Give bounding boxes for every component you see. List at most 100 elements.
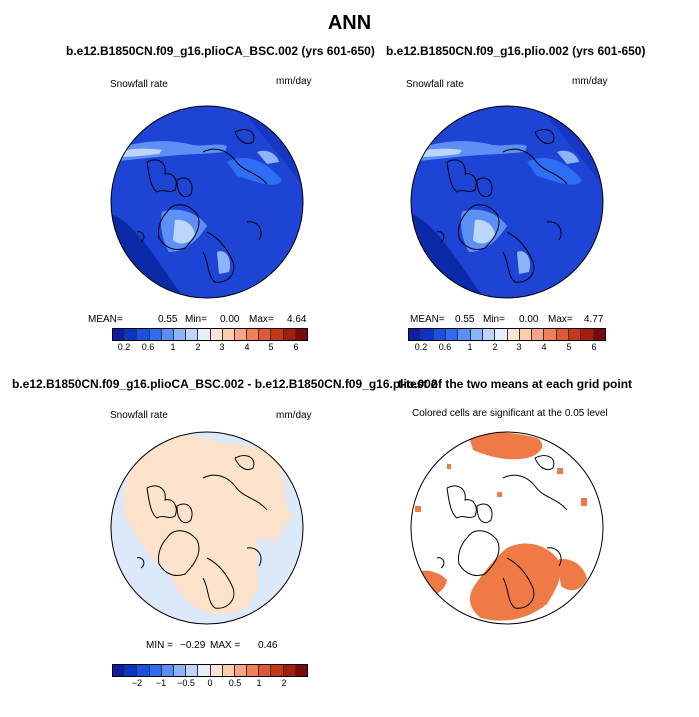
colorbar-cell [186, 329, 199, 340]
tick-label: 6 [591, 342, 597, 352]
colorbar-cell [470, 329, 483, 340]
colorbar-cell [234, 665, 248, 676]
colorbar-cell [495, 329, 508, 340]
min-label-bottom-left: MIN = [146, 640, 173, 651]
units-label-top-left: mm/day [276, 76, 312, 87]
colorbar-cell [247, 329, 260, 340]
colorbar-cell [271, 665, 284, 676]
colorbar-cell [173, 665, 187, 676]
tick-label: 3 [219, 342, 225, 352]
colorbar-cell [113, 329, 126, 340]
tick-label: −0.5 [177, 678, 195, 688]
tick-label: 0.2 [117, 342, 131, 352]
max-value-top-left: 4.64 [287, 314, 307, 325]
colorbar-cell [259, 329, 272, 340]
colorbar-cell [569, 329, 582, 340]
colorbar-cell [161, 665, 174, 676]
tick-label: 4 [541, 342, 547, 352]
variable-label-bottom-left: Snowfall rate [110, 410, 168, 421]
colorbar-cell [149, 665, 162, 676]
snowfall-map-top-right [410, 105, 604, 299]
min-label-top-left: Min= [185, 314, 207, 325]
min-value-top-left: 0.00 [220, 314, 240, 325]
tick-label: 2 [492, 342, 498, 352]
colorbar-cell [295, 665, 307, 676]
tick-label: −2 [131, 678, 143, 688]
tick-label: 0.2 [414, 342, 428, 352]
tick-label: 2 [195, 342, 201, 352]
panel-title-bottom-right: t-test of the two means at each grid poi… [398, 377, 633, 391]
mean-label-top-right: MEAN= [410, 314, 445, 325]
panel-title-bottom-left: b.e12.B1850CN.f09_g16.plioCA_BSC.002 - b… [12, 377, 438, 391]
colorbar-cell [198, 329, 211, 340]
figure-title: ANN [327, 12, 372, 34]
units-label-top-right: mm/day [572, 76, 608, 87]
colorbar-cell [593, 329, 605, 340]
colorbar-ticks-bottom-left: −2 −1 −0.5 0 0.5 1 2 [112, 678, 308, 690]
tick-label: 5 [566, 342, 572, 352]
colorbar-top-left [112, 328, 308, 341]
tick-label: 5 [268, 342, 274, 352]
colorbar-cell [125, 329, 138, 340]
tick-label: 2 [281, 678, 287, 688]
significance-note: Colored cells are significant at the 0.0… [412, 408, 608, 419]
colorbar-cell [421, 329, 434, 340]
tick-label: 0.6 [141, 342, 155, 352]
colorbar-cell [125, 665, 138, 676]
min-value-top-right: 0.00 [519, 314, 539, 325]
max-label-bottom-left: MAX = [210, 640, 241, 651]
colorbar-cell [137, 329, 150, 340]
max-label-top-right: Max= [548, 314, 573, 325]
colorbar-cell [234, 329, 248, 340]
colorbar-cell [409, 329, 422, 340]
mean-value-top-right: 0.55 [455, 314, 475, 325]
colorbar-cell [259, 665, 272, 676]
variable-label-top-right: Snowfall rate [406, 79, 464, 90]
colorbar-cell [161, 329, 174, 340]
max-label-top-left: Max= [249, 314, 274, 325]
colorbar-cell [283, 329, 296, 340]
colorbar-cell [532, 329, 545, 340]
colorbar-cell [222, 329, 235, 340]
tick-label: 1 [256, 678, 262, 688]
colorbar-cell [295, 329, 307, 340]
tick-label: 1 [170, 342, 176, 352]
tick-label: 3 [516, 342, 522, 352]
colorbar-cell [433, 329, 446, 340]
colorbar-cell [445, 329, 459, 340]
min-value-bottom-left: −0.29 [180, 640, 206, 651]
colorbar-cell [210, 665, 223, 676]
difference-map-bottom-left [110, 431, 304, 625]
colorbar-cell [247, 665, 260, 676]
tick-label: 4 [244, 342, 250, 352]
min-label-top-right: Min= [483, 314, 505, 325]
colorbar-cell [458, 329, 471, 340]
colorbar-cell [173, 329, 187, 340]
colorbar-cell [271, 329, 284, 340]
colorbar-bottom-left [112, 664, 308, 677]
colorbar-cell [113, 665, 126, 676]
mean-value-top-left: 0.55 [158, 314, 178, 325]
units-label-bottom-left: mm/day [276, 410, 312, 421]
colorbar-cell [556, 329, 570, 340]
tick-label: 6 [293, 342, 299, 352]
colorbar-cell [186, 665, 199, 676]
colorbar-cell [544, 329, 557, 340]
colorbar-cell [198, 665, 211, 676]
colorbar-cell [137, 665, 150, 676]
panel-title-top-right: b.e12.B1850CN.f09_g16.plio.002 (yrs 601-… [386, 44, 646, 58]
ttest-map-bottom-right [410, 431, 604, 625]
colorbar-cell [222, 665, 235, 676]
max-value-top-right: 4.77 [584, 314, 604, 325]
tick-label: 0.5 [228, 678, 242, 688]
tick-label: 1 [467, 342, 473, 352]
max-value-bottom-left: 0.46 [258, 640, 278, 651]
colorbar-cell [482, 329, 496, 340]
panel-title-top-left: b.e12.B1850CN.f09_g16.plioCA_BSC.002 (yr… [66, 44, 375, 58]
variable-label-top-left: Snowfall rate [110, 79, 168, 90]
colorbar-cell [149, 329, 162, 340]
colorbar-ticks-top-right: 0.2 0.6 1 2 3 4 5 6 [408, 342, 606, 354]
colorbar-cell [210, 329, 223, 340]
colorbar-cell [507, 329, 520, 340]
colorbar-ticks-top-left: 0.2 0.6 1 2 3 4 5 6 [112, 342, 308, 354]
